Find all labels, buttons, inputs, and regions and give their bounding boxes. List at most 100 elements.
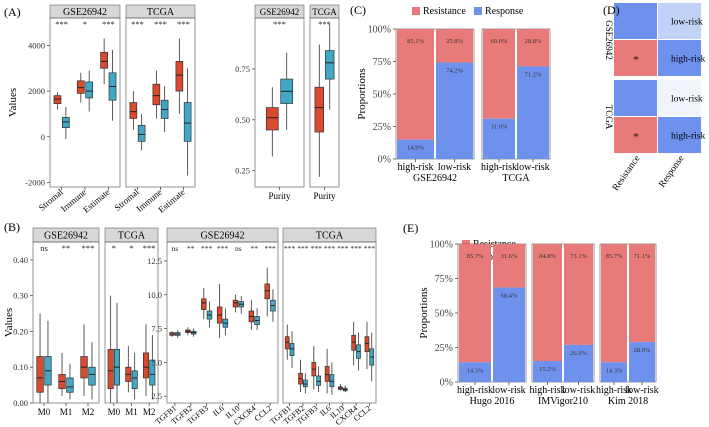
heatmap-cell	[658, 117, 701, 153]
facet-label: Hugo 2016	[470, 396, 515, 407]
heatmap-significance-mark: *	[633, 53, 639, 67]
significance-label: ***	[284, 244, 296, 253]
box-high-risk	[129, 102, 138, 119]
y-tick-label: 0.30	[13, 291, 28, 301]
facet-title: GSE26942	[260, 7, 300, 17]
box-high-risk	[107, 348, 114, 390]
y-tick-label: 100%	[368, 25, 391, 36]
data-label-response: 26.9%	[570, 350, 587, 357]
facet-label: Kim 2018	[608, 396, 648, 407]
data-label-response: 31.0%	[491, 124, 508, 131]
chart-a1-tme-scores: Values-2000020004000GSE26942Stromal***Im…	[7, 4, 196, 215]
y-axis-label: Values	[3, 308, 15, 337]
box-high-risk	[264, 283, 270, 300]
x-tick-label: M2	[143, 407, 156, 417]
y-tick-label: 25%	[373, 122, 391, 133]
box-high-risk	[76, 80, 85, 94]
facet-label: GSE26942	[413, 173, 457, 184]
data-label-response: 74.2%	[446, 68, 463, 75]
bar-response	[483, 118, 515, 159]
heatmap-column-label: Response	[657, 154, 686, 190]
significance-label: *	[129, 243, 133, 253]
y-tick-label: 0%	[378, 155, 391, 166]
bar-response	[533, 361, 562, 382]
bar-response	[493, 287, 525, 382]
significance-label: ***	[318, 19, 331, 29]
x-tick-label: Purity	[313, 191, 336, 201]
x-tick-label: low-risk	[625, 385, 658, 396]
facet-label: IMVigor210	[538, 396, 588, 407]
panel-label-d: (D)	[603, 3, 620, 17]
facet-title: GSE26942	[44, 231, 88, 242]
x-tick-label: high-risk	[481, 162, 517, 173]
x-tick-label: M0	[108, 407, 121, 417]
legend-label-response: Response	[473, 252, 512, 263]
data-label-resistance: 84.8%	[539, 253, 556, 260]
y-tick-label: 50%	[435, 309, 453, 320]
significance-label: ***	[154, 19, 167, 29]
data-label-resistance: 31.6%	[501, 253, 518, 260]
heatmap-block-label: TCGA	[604, 105, 614, 130]
significance-label: ***	[311, 244, 323, 253]
heatmap-cell	[614, 117, 657, 153]
box-low-risk	[302, 379, 308, 388]
y-tick-label: 10.0	[147, 290, 162, 300]
x-tick-label: high-risk	[397, 162, 433, 173]
box-high-risk	[53, 95, 62, 104]
significance-label: *	[112, 243, 116, 253]
significance-label: **	[187, 244, 195, 253]
heatmap-significance-mark: *	[633, 130, 639, 144]
box-low-risk	[62, 116, 70, 128]
data-label-resistance: 25.8%	[446, 38, 463, 45]
facet-title: TCGA	[118, 231, 146, 242]
facet-frame	[309, 17, 340, 188]
heatmap-row-label: low-risk	[671, 95, 703, 105]
significance-label: *	[83, 19, 87, 29]
chart-e-immunotherapy-proportions: ResistanceResponseProportions0%25%50%75%…	[418, 239, 659, 407]
box-high-risk	[100, 51, 108, 69]
y-tick-label: 0.00	[13, 398, 28, 408]
significance-label: ***	[217, 244, 229, 253]
x-tick-label: high-risk	[529, 385, 565, 396]
significance-label: ***	[297, 244, 309, 253]
x-tick-label: low-risk	[562, 385, 595, 396]
y-tick-label: 0.20	[13, 326, 28, 336]
y-tick-label: 0.25	[235, 166, 250, 176]
facet-title: TCGA	[312, 7, 337, 17]
y-tick-label: 4000	[28, 40, 45, 50]
bar-resistance	[483, 29, 515, 119]
y-tick-label: 50%	[373, 90, 391, 101]
y-tick-label: 75%	[435, 274, 453, 285]
bar-resistance	[459, 244, 491, 363]
heatmap-row-label: high-risk	[671, 55, 706, 65]
data-label-response: 71.2%	[525, 71, 542, 78]
facet-frame	[282, 241, 377, 404]
x-tick-label: low-risk	[438, 162, 471, 173]
box-high-risk	[284, 336, 290, 350]
heatmap-cell	[614, 40, 657, 76]
significance-label: ***	[324, 244, 336, 253]
y-tick-label: -2000	[25, 177, 45, 187]
heatmap-cell	[658, 3, 701, 39]
y-tick-label: 75%	[373, 57, 391, 68]
box-high-risk	[324, 366, 330, 382]
x-tick-label: high-risk	[596, 385, 632, 396]
legend-label-resistance: Resistance	[423, 6, 466, 17]
facet-title: TCGA	[147, 7, 175, 18]
significance-label: ***	[364, 244, 376, 253]
significance-label: ***	[82, 243, 95, 253]
chart-a2-purity: 0.25 0.50 0.75 GSE26942 Purity *** TCGA Purity *…	[235, 4, 340, 201]
bar-resistance	[493, 244, 525, 288]
y-tick-label: 0%	[440, 378, 453, 389]
significance-label: ns	[235, 244, 242, 253]
legend-label-response: Response	[485, 6, 524, 17]
box-high-risk	[314, 86, 324, 133]
chart-c-response-proportions: Resistance Response Proportions 0% 25% 50% 75%…	[356, 6, 551, 184]
data-label-response: 14.3%	[467, 367, 484, 374]
y-tick-label: 7.5	[151, 324, 162, 334]
box-high-risk	[364, 336, 370, 352]
box-low-risk	[183, 102, 192, 142]
box-low-risk	[137, 124, 146, 142]
bar-response	[517, 66, 549, 159]
panel-labels: (A) (B) (C) (D) (E)	[4, 3, 620, 235]
